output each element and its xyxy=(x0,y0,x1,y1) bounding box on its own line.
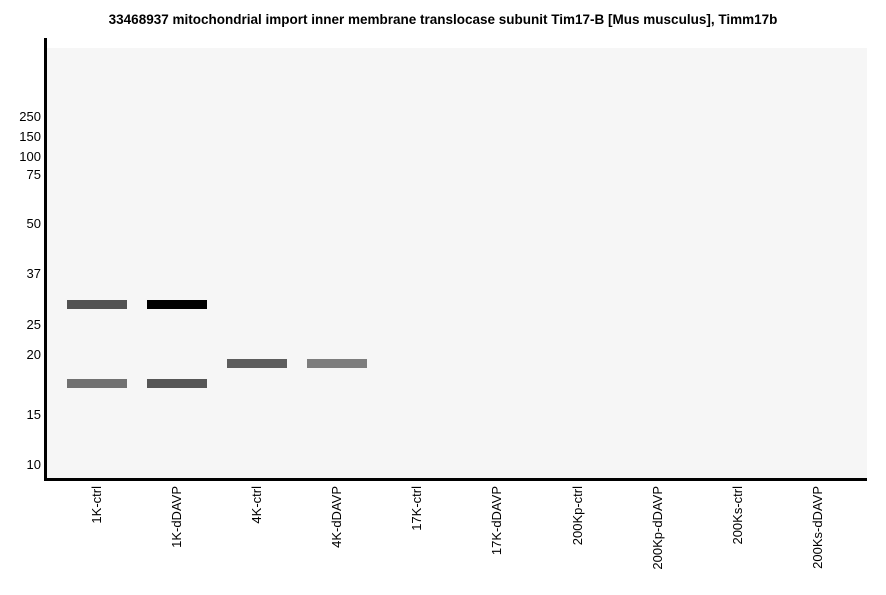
plot-background xyxy=(47,48,867,478)
y-axis-tick-label: 75 xyxy=(26,167,41,182)
gel-band xyxy=(147,379,207,388)
lane-label-text: 1K-dDAVP xyxy=(169,486,184,548)
lane-label-text: 17K-ctrl xyxy=(409,486,424,531)
gel-band xyxy=(307,359,367,368)
lane-label-text: 200Kp-dDAVP xyxy=(650,486,665,570)
y-axis-tick-label: 250 xyxy=(19,109,41,124)
page-title: 33468937 mitochondrial import inner memb… xyxy=(108,12,778,27)
lane-label-text: 200Kp-ctrl xyxy=(570,486,585,546)
gel-band xyxy=(147,300,207,309)
y-axis-tick-label: 15 xyxy=(26,407,41,422)
lane-label-text: 1K-ctrl xyxy=(89,486,104,524)
y-axis-tick-label: 100 xyxy=(19,149,41,164)
lane-label-text: 200Ks-ctrl xyxy=(730,486,745,545)
y-axis-tick-label: 25 xyxy=(26,317,41,332)
lane-label-text: 4K-ctrl xyxy=(249,486,264,524)
y-axis-tick-label: 37 xyxy=(26,266,41,281)
y-axis-line xyxy=(44,38,47,481)
gel-band xyxy=(227,359,287,368)
gel-band xyxy=(67,300,127,309)
gel-band xyxy=(67,379,127,388)
y-axis-tick-label: 20 xyxy=(26,347,41,362)
x-axis-line xyxy=(44,478,867,481)
lane-label-text: 4K-dDAVP xyxy=(329,486,344,548)
lane-label-text: 200Ks-dDAVP xyxy=(810,486,825,569)
lane-label-text: 17K-dDAVP xyxy=(489,486,504,556)
y-axis-tick-label: 150 xyxy=(19,129,41,144)
y-axis-tick-label: 50 xyxy=(26,216,41,231)
y-axis-tick-label: 10 xyxy=(26,457,41,472)
